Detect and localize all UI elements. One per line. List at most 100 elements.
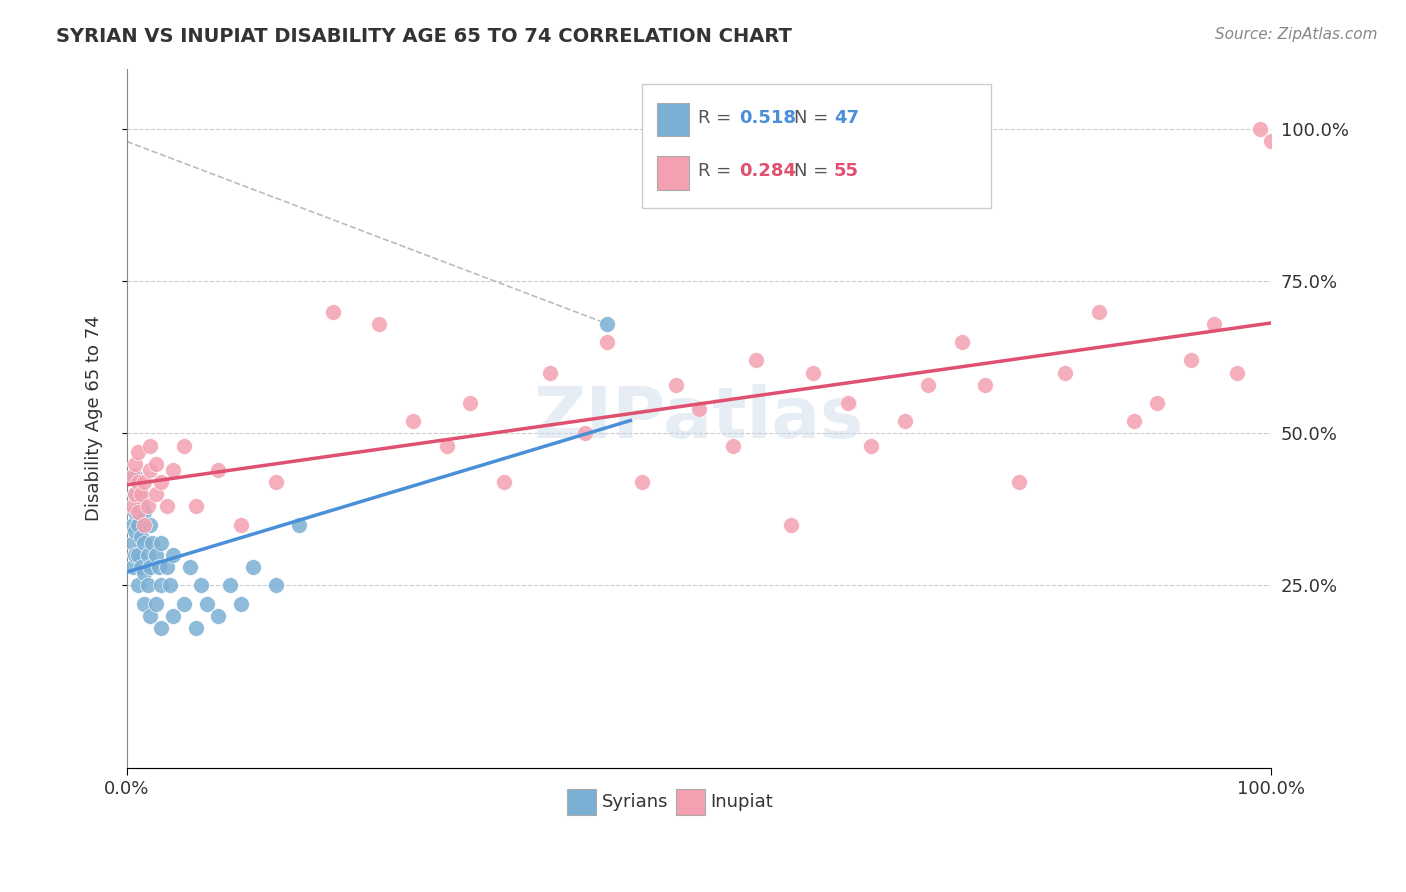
Point — [195, 597, 218, 611]
Point — [974, 377, 997, 392]
Point — [132, 536, 155, 550]
FancyBboxPatch shape — [657, 103, 689, 136]
Point — [242, 560, 264, 574]
Point — [402, 414, 425, 428]
Point — [1180, 353, 1202, 368]
Point — [1249, 122, 1271, 136]
Point — [779, 517, 801, 532]
Point — [322, 305, 344, 319]
Point — [803, 366, 825, 380]
Point — [132, 597, 155, 611]
Point — [1260, 135, 1282, 149]
Text: 55: 55 — [834, 162, 859, 180]
Point — [436, 438, 458, 452]
Point — [231, 597, 253, 611]
Point — [665, 377, 688, 392]
Point — [132, 475, 155, 489]
Point — [129, 560, 152, 574]
Point — [124, 487, 146, 501]
Point — [287, 517, 309, 532]
FancyBboxPatch shape — [641, 84, 991, 209]
Point — [139, 608, 162, 623]
Point — [173, 438, 195, 452]
Point — [145, 548, 167, 562]
Point — [630, 475, 652, 489]
Point — [1146, 396, 1168, 410]
Point — [127, 505, 149, 519]
Point — [121, 560, 143, 574]
Point — [139, 560, 162, 574]
Point — [596, 335, 619, 350]
Point — [129, 487, 152, 501]
Point — [231, 517, 253, 532]
Point — [132, 566, 155, 581]
Point — [127, 475, 149, 489]
Point — [129, 530, 152, 544]
Text: N =: N = — [794, 109, 834, 128]
Text: 0.284: 0.284 — [740, 162, 796, 180]
Point — [150, 621, 173, 635]
Point — [124, 487, 146, 501]
Point — [179, 560, 201, 574]
FancyBboxPatch shape — [568, 789, 596, 815]
Point — [145, 597, 167, 611]
Point — [121, 536, 143, 550]
Point — [124, 548, 146, 562]
Point — [162, 608, 184, 623]
Point — [150, 578, 173, 592]
Point — [139, 463, 162, 477]
Point — [124, 505, 146, 519]
Text: ZIPatlas: ZIPatlas — [534, 384, 865, 452]
Text: SYRIAN VS INUPIAT DISABILITY AGE 65 TO 74 CORRELATION CHART: SYRIAN VS INUPIAT DISABILITY AGE 65 TO 7… — [56, 27, 792, 45]
Text: N =: N = — [794, 162, 834, 180]
Point — [173, 597, 195, 611]
Point — [1054, 366, 1077, 380]
Point — [121, 500, 143, 514]
Point — [458, 396, 481, 410]
Text: R =: R = — [697, 109, 737, 128]
Point — [917, 377, 939, 392]
Point — [156, 500, 179, 514]
Point — [723, 438, 745, 452]
Point — [127, 517, 149, 532]
Point — [150, 536, 173, 550]
Point — [207, 608, 229, 623]
Point — [136, 500, 159, 514]
Text: Syrians: Syrians — [602, 793, 668, 811]
Point — [494, 475, 516, 489]
Point — [264, 475, 287, 489]
Point — [127, 444, 149, 458]
Point — [129, 500, 152, 514]
Y-axis label: Disability Age 65 to 74: Disability Age 65 to 74 — [86, 315, 103, 521]
Text: Source: ZipAtlas.com: Source: ZipAtlas.com — [1215, 27, 1378, 42]
Text: Inupiat: Inupiat — [710, 793, 773, 811]
Point — [159, 578, 181, 592]
Point — [127, 487, 149, 501]
Point — [1122, 414, 1144, 428]
Point — [264, 578, 287, 592]
Point — [596, 317, 619, 331]
Point — [124, 524, 146, 538]
Point — [136, 548, 159, 562]
Point — [156, 560, 179, 574]
FancyBboxPatch shape — [657, 156, 689, 189]
Point — [219, 578, 242, 592]
Point — [950, 335, 973, 350]
Point — [127, 548, 149, 562]
Point — [139, 517, 162, 532]
Point — [148, 560, 170, 574]
Point — [1202, 317, 1225, 331]
Point — [184, 621, 207, 635]
Point — [1008, 475, 1031, 489]
Point — [145, 487, 167, 501]
Point — [162, 548, 184, 562]
Point — [162, 463, 184, 477]
Point — [184, 500, 207, 514]
Point — [574, 426, 596, 441]
Point — [124, 457, 146, 471]
Point — [124, 469, 146, 483]
Point — [121, 517, 143, 532]
Point — [150, 475, 173, 489]
Point — [132, 517, 155, 532]
Text: R =: R = — [697, 162, 737, 180]
